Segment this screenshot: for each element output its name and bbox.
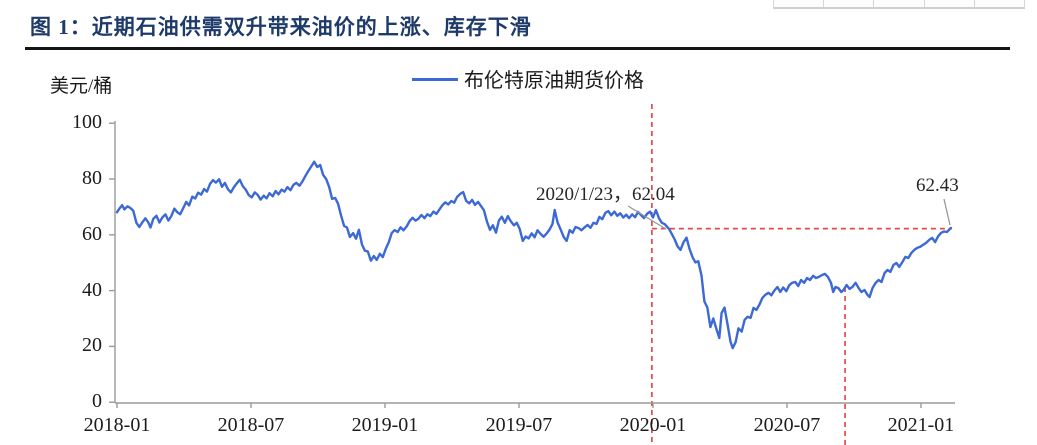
x-tick-label-2020-01: 2020-01 (619, 414, 687, 436)
legend-series-label: 布伦特原油期货价格 (464, 70, 644, 92)
table-cell (925, 0, 975, 7)
y-tick-label-60: 60 (82, 222, 102, 245)
y-tick-label-40: 40 (82, 278, 102, 301)
table-row-fragment (773, 0, 1025, 9)
annotation-leader-1 (627, 205, 667, 230)
brent-price-series-line (115, 160, 953, 350)
x-tick-label-2019-07: 2019-07 (485, 414, 553, 436)
annotation-2020-01-23: 2020/1/23，62.04 (536, 184, 675, 205)
title-divider (25, 47, 1010, 50)
x-tick-label-2021-01: 2021-01 (887, 414, 955, 436)
chart-legend: 布伦特原油期货价格 (412, 64, 644, 93)
x-tick-label-2020-07: 2020-07 (753, 414, 821, 436)
x-tick-label-2018-01: 2018-01 (83, 414, 151, 436)
annotation-leader-2 (943, 198, 951, 226)
annotation-end-value: 62.43 (916, 175, 959, 196)
table-cell (874, 0, 925, 7)
y-tick-label-0: 0 (92, 390, 102, 413)
legend-line-swatch (412, 77, 458, 82)
x-tick-label-2019-01: 2019-01 (351, 414, 419, 436)
y-tick-label-100: 100 (72, 111, 102, 134)
x-tick-label-2018-07: 2018-07 (217, 414, 285, 436)
table-cell (774, 0, 825, 7)
y-tick-label-20: 20 (82, 334, 102, 357)
table-cell (824, 0, 875, 7)
y-tick-label-80: 80 (82, 167, 102, 189)
y-axis-unit-label: 美元/桶 (50, 76, 113, 97)
figure-title: 图 1：近期石油供需双升带来油价的上涨、库存下滑 (30, 15, 532, 39)
